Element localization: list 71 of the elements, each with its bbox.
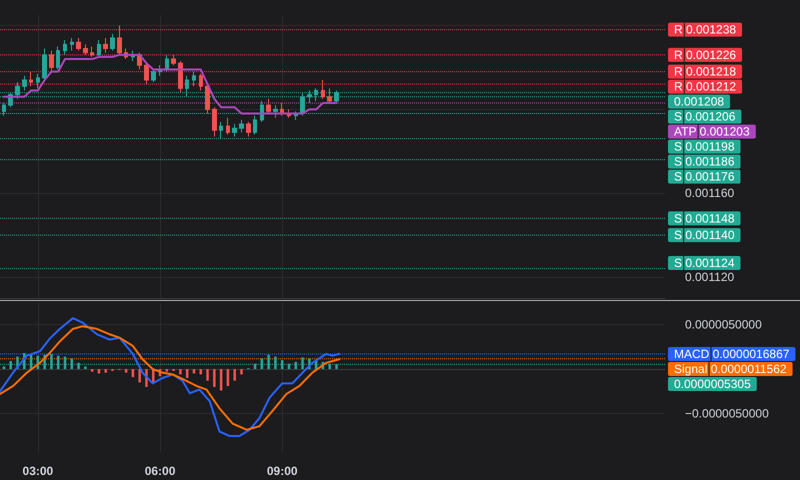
ref-line-label: R 0.001238 — [674, 22, 736, 37]
y-tick-label: −0.0000050000 — [685, 406, 770, 421]
candlestick — [144, 62, 149, 85]
bar — [192, 369, 196, 374]
ref-line-label: S 0.001206 — [674, 110, 736, 124]
candlestick — [239, 119, 244, 133]
bar — [226, 369, 230, 386]
candlestick — [97, 40, 101, 58]
bar — [98, 369, 100, 374]
candlestick — [63, 40, 67, 56]
ref-line-label: S 0.001148 — [674, 211, 735, 226]
candlestick — [42, 48, 47, 80]
y-tick-label: 0.0000050000 — [685, 317, 762, 332]
bar — [179, 369, 182, 374]
bar — [240, 369, 243, 374]
bar — [132, 369, 134, 378]
bar — [213, 369, 216, 387]
ref-line-label: 0.001208 — [674, 94, 724, 109]
candlestick — [110, 33, 115, 52]
candlestick — [36, 73, 40, 89]
candlestick — [49, 50, 54, 72]
candlestick — [246, 121, 251, 138]
ref-line-label: ATP 0.001203 — [674, 124, 750, 139]
candlestick — [199, 73, 203, 91]
candlestick — [192, 71, 196, 87]
bar — [124, 369, 128, 373]
candlestick — [90, 46, 94, 58]
bar — [200, 369, 202, 374]
candlestick — [253, 115, 257, 135]
candlestick — [151, 69, 156, 83]
candlestick — [165, 54, 169, 72]
y-tick-label: 0.001120 — [685, 270, 734, 284]
bar — [104, 369, 107, 373]
bar — [186, 369, 188, 378]
ref-line-label: R 0.001218 — [674, 64, 736, 79]
y-tick-label: 0.001160 — [685, 186, 734, 200]
candlestick — [76, 38, 81, 52]
bar — [90, 369, 94, 372]
ref-line-label: S 0.001124 — [674, 256, 735, 270]
ref-line-label: R 0.001226 — [674, 48, 736, 62]
candlestick — [171, 54, 176, 66]
candlestick — [212, 106, 217, 138]
bar — [233, 369, 236, 381]
candlestick — [117, 24, 122, 56]
candlestick — [29, 71, 33, 87]
bar — [138, 369, 141, 382]
candlestick — [321, 79, 325, 100]
ref-line-label: Signal 0.0000011562 — [674, 362, 787, 376]
x-tick-label: 06:00 — [144, 464, 176, 478]
ref-line-label: S 0.001176 — [674, 170, 735, 184]
candlestick — [266, 98, 271, 114]
ref-line-label: S 0.001186 — [674, 154, 735, 169]
x-tick-label: 03:00 — [22, 464, 54, 478]
ref-line-label: R 0.001212 — [674, 80, 736, 94]
candlestick — [178, 60, 183, 94]
bar — [166, 369, 168, 372]
bar — [206, 369, 209, 381]
ref-line-label: MACD 0.0000016867 — [674, 347, 790, 362]
candlestick — [56, 46, 60, 70]
candlestick — [205, 84, 210, 114]
candlestick — [327, 88, 332, 104]
ref-line-label: 0.0000005305 — [674, 377, 752, 392]
candlestick — [226, 117, 230, 135]
candlestick — [103, 38, 108, 54]
candlestick — [83, 44, 88, 56]
ref-line-label: S 0.001140 — [674, 228, 735, 242]
x-tick-label: 09:00 — [266, 464, 298, 478]
candlestick — [70, 38, 74, 52]
candlestick — [273, 104, 278, 118]
bar — [220, 369, 222, 390]
ref-line-label: S 0.001198 — [674, 140, 735, 154]
